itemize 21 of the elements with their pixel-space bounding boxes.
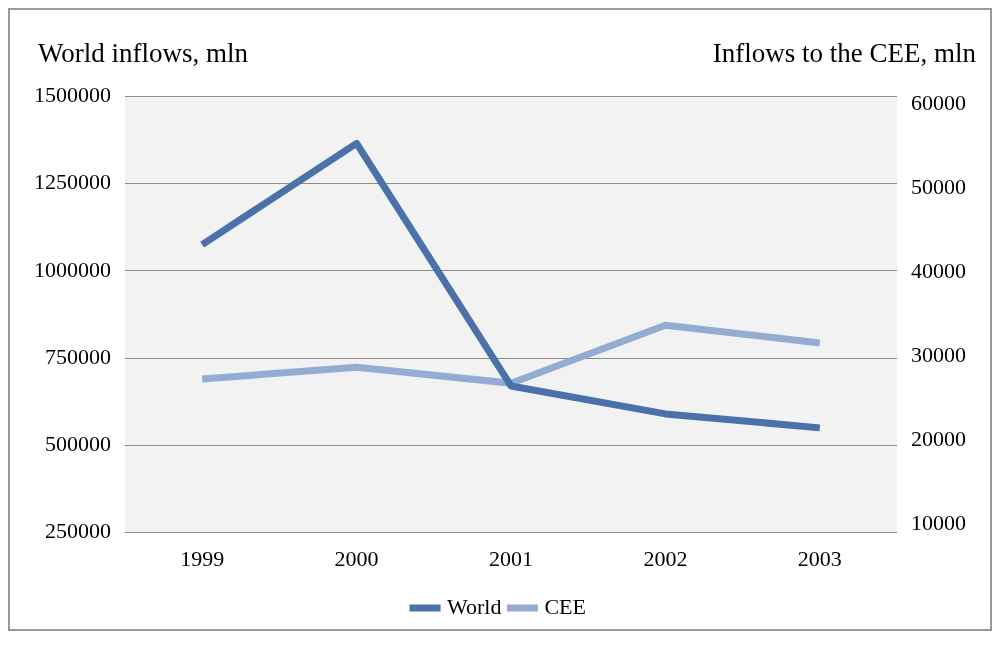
y-tick-label: 750000 bbox=[45, 343, 111, 369]
x-tick-label: 2003 bbox=[797, 545, 842, 571]
y-tick-label: 1500000 bbox=[34, 81, 111, 107]
y2-tick-label: 10000 bbox=[911, 509, 966, 535]
y2-tick-label: 60000 bbox=[911, 90, 966, 116]
y2-tick-label: 20000 bbox=[911, 426, 966, 452]
legend-label: CEE bbox=[544, 593, 587, 619]
y-axis-title: World inflows, mln bbox=[38, 38, 249, 69]
y2-tick-label: 50000 bbox=[911, 174, 966, 200]
x-tick-label: 1999 bbox=[180, 545, 225, 571]
y-tick-label: 1000000 bbox=[34, 256, 111, 282]
y-tick-label: 500000 bbox=[45, 431, 111, 457]
x-tick-label: 2002 bbox=[643, 545, 688, 571]
y2-tick-label: 30000 bbox=[911, 342, 966, 368]
y2-axis-title: Inflows to the CEE, mln bbox=[712, 38, 976, 69]
legend-label: World bbox=[447, 593, 502, 619]
x-tick-label: 2000 bbox=[334, 545, 379, 571]
x-tick-label: 2001 bbox=[489, 545, 533, 571]
y-tick-label: 1250000 bbox=[34, 169, 111, 195]
y-tick-label: 250000 bbox=[45, 518, 111, 544]
y2-tick-label: 40000 bbox=[911, 258, 966, 284]
